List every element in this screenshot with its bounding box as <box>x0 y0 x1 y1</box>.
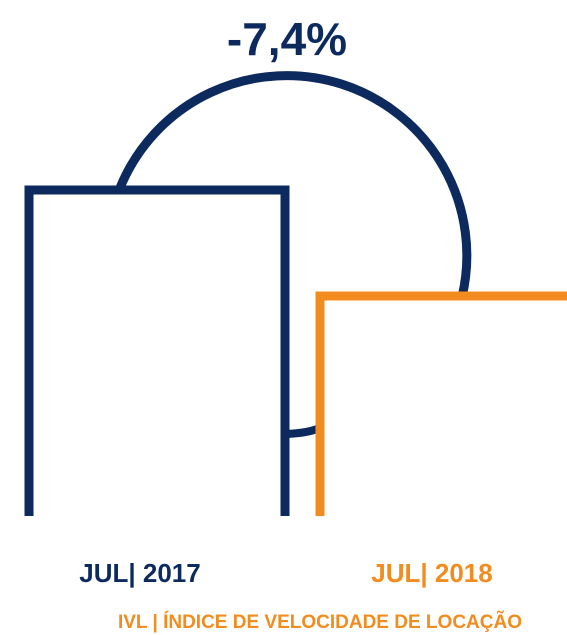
bar-label: JUL| 2018 <box>371 558 492 588</box>
change-arc <box>115 71 472 299</box>
bar-label: JUL| 2017 <box>79 558 200 588</box>
change-label: -7,4% <box>227 13 347 65</box>
bar-outline <box>315 291 567 516</box>
footer: IVL | ÍNDICE DE VELOCIDADE DE LOCAÇÃO <box>118 611 522 633</box>
bar-outline <box>24 185 290 516</box>
